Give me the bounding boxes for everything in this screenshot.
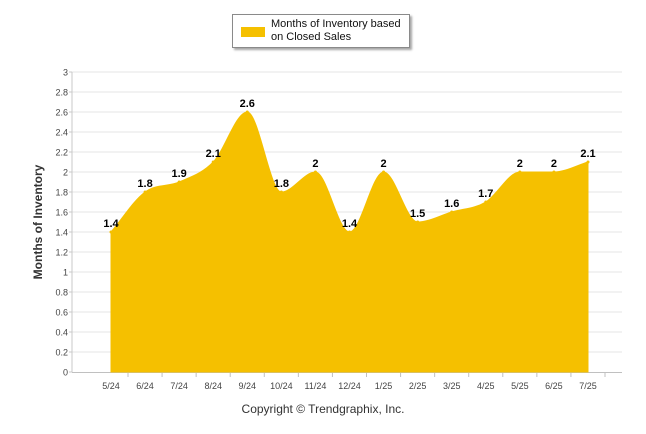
data-point	[211, 160, 215, 164]
data-point	[518, 170, 522, 174]
data-label: 2	[381, 158, 387, 170]
data-point	[450, 210, 454, 214]
legend-label-line-1: Months of Inventory based	[271, 18, 401, 30]
inventory-area	[110, 111, 589, 373]
data-label: 2	[551, 158, 557, 170]
x-tick-label: 6/25	[545, 381, 563, 391]
y-tick-label: 1.2	[55, 248, 68, 258]
y-tick-label: 2	[63, 168, 68, 178]
y-tick-label: 0.4	[55, 328, 68, 338]
legend[interactable]: Months of Inventory based on Closed Sale…	[232, 14, 410, 48]
x-tick-label: 6/24	[136, 381, 154, 391]
data-label: 2.1	[580, 148, 595, 160]
y-tick-label: 1.6	[55, 208, 68, 218]
data-label: 1.8	[274, 178, 289, 190]
data-label: 1.8	[137, 178, 152, 190]
x-tick-label: 9/24	[239, 381, 257, 391]
data-label: 1.6	[444, 198, 459, 210]
data-label: 2.1	[206, 148, 221, 160]
data-point	[484, 200, 488, 204]
x-tick-labels: 5/24 6/24 7/24 8/24 9/24 10/24 11/24 12/24 1/25 2…	[102, 381, 597, 391]
data-point	[177, 180, 181, 184]
y-tick-label: 2.6	[55, 108, 68, 118]
data-point	[279, 190, 283, 194]
x-tick-label: 7/24	[170, 381, 188, 391]
y-tick-label: 1	[63, 268, 68, 278]
data-label: 2	[517, 158, 523, 170]
area-series	[109, 110, 590, 373]
data-label: 2	[312, 158, 318, 170]
y-tick-label: 0.2	[55, 348, 68, 358]
data-label: 1.9	[171, 168, 186, 180]
data-label: 1.4	[103, 218, 119, 230]
data-label: 1.5	[410, 208, 425, 220]
x-tick-label: 1/25	[375, 381, 393, 391]
x-tick-label: 11/24	[304, 381, 326, 391]
data-point	[143, 190, 147, 194]
y-tick-label: 2.8	[55, 88, 68, 98]
data-point	[382, 170, 386, 174]
data-label: 1.4	[342, 218, 358, 230]
x-tick-label: 4/25	[477, 381, 495, 391]
x-tick-label: 10/24	[270, 381, 293, 391]
data-label: 2.6	[240, 98, 255, 110]
x-tick-label: 2/25	[409, 381, 427, 391]
x-tick-label: 5/24	[102, 381, 120, 391]
y-tick-label: 0.6	[55, 308, 68, 318]
data-labels: 1.4 1.8 1.9 2.1 2.6 1.8 2 1.4 2 1.5 1.6 1.7 2 2 2.1	[103, 98, 595, 230]
data-point	[586, 160, 590, 164]
data-point	[245, 110, 249, 114]
y-tick-label: 2.4	[55, 128, 68, 138]
y-tick-label: 0.8	[55, 288, 68, 298]
y-tick-label: 2.2	[55, 148, 68, 158]
legend-label-line-2: on Closed Sales	[271, 31, 352, 43]
y-tick-label: 0	[63, 368, 68, 378]
y-axis-title-text: Months of Inventory	[31, 164, 45, 280]
x-tick-label: 7/25	[579, 381, 597, 391]
data-point	[416, 220, 420, 224]
y-tick-labels: 0 0.2 0.4 0.6 0.8 1 1.2 1.4 1.6 1.8 2 2.2 2.4 2.6 2.8 3	[55, 68, 68, 378]
data-point	[552, 170, 556, 174]
data-point	[313, 170, 317, 174]
data-point	[348, 230, 351, 234]
x-tick-label: 3/25	[443, 381, 461, 391]
y-tick-label: 1.8	[55, 188, 68, 198]
x-tick-label: 8/24	[204, 381, 222, 391]
data-point	[109, 230, 113, 234]
legend-swatch	[241, 27, 265, 37]
y-tick-label: 3	[63, 68, 68, 78]
x-tick-label: 12/24	[338, 381, 361, 391]
legend-label: Months of Inventory based on Closed Sale…	[271, 18, 409, 44]
data-label: 1.7	[478, 188, 493, 200]
y-tick-label: 1.4	[55, 228, 68, 238]
x-tick-label: 5/25	[511, 381, 529, 391]
copyright-text: Copyright © Trendgraphix, Inc.	[241, 402, 405, 416]
